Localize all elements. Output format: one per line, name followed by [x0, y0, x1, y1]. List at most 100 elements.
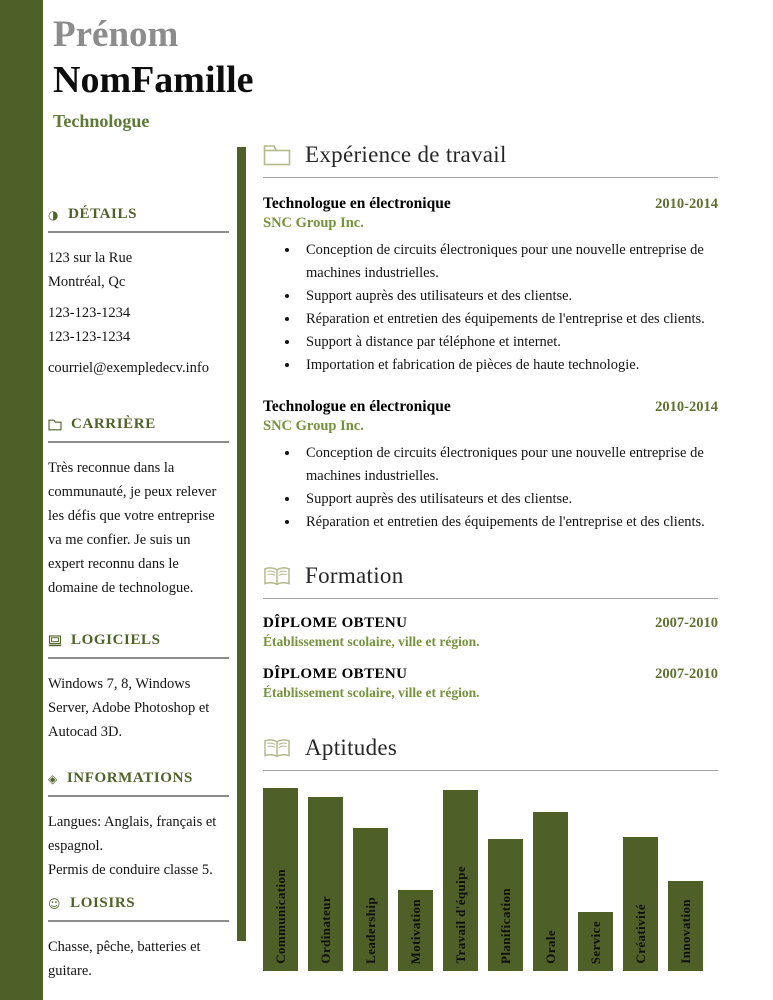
address-lines: 123 sur la Rue Montréal, Qc: [48, 246, 229, 294]
section-skills: Aptitudes Communication Ordinateur Leaders…: [263, 735, 718, 971]
job-title-text: Technologue en électronique: [263, 195, 451, 212]
bullet-item: Importation et fabrication de pièces de …: [300, 354, 718, 377]
education-entry: DÎPLOME OBTENU 2007-2010 Établissement s…: [263, 666, 718, 701]
main-column: Expérience de travail Technologue en éle…: [263, 142, 718, 971]
education-dates: 2007-2010: [655, 615, 718, 631]
chart-bar: Travail d'équipe: [443, 790, 478, 971]
bullet-item: Réparation et entretien des équipements …: [300, 308, 718, 331]
folder-icon: [263, 144, 291, 166]
software-title: LOGICIELS: [71, 632, 161, 648]
chart-bar-label-wrap: Créativité: [623, 904, 658, 964]
chart-bar: Créativité: [623, 837, 658, 971]
hobbies-body: Chasse, pêche, batteries et guitare.: [48, 935, 229, 983]
chart-bar: Leadership: [353, 828, 388, 971]
bullet-item: Conception de circuits électroniques pou…: [300, 442, 718, 488]
skills-title: Aptitudes: [305, 735, 398, 760]
open-book-icon: [263, 566, 291, 587]
chart-bar-label-wrap: Service: [578, 921, 613, 964]
main-accent-bar: [237, 147, 246, 941]
chart-bar-label-wrap: Motivation: [398, 899, 433, 964]
bullet-item: Réparation et entretien des équipements …: [300, 511, 718, 534]
details-title: DÉTAILS: [68, 206, 138, 222]
job-entry: Technologue en électronique 2010-2014 SN…: [263, 398, 718, 534]
divider: [48, 231, 229, 233]
career-body: Très reconnue dans la communauté, je peu…: [48, 456, 229, 600]
chart-bar-label: Planification: [497, 888, 513, 964]
bullet-item: Support à distance par téléphone et inte…: [300, 331, 718, 354]
education-dates: 2007-2010: [655, 666, 718, 682]
job-bullet-list: Conception de circuits électroniques pou…: [290, 239, 718, 377]
sidebar-section-informations: ◈ INFORMATIONS Langues: Anglais, françai…: [48, 770, 229, 882]
education-heading: Formation: [263, 563, 718, 589]
job-dates: 2010-2014: [655, 399, 718, 415]
chart-bar-label: Travail d'équipe: [452, 866, 468, 964]
sidebar-section-career: CARRIÈRE Très reconnue dans la communaut…: [48, 416, 229, 600]
sidebar-section-details: ◑ DÉTAILS 123 sur la Rue Montréal, Qc 12…: [48, 206, 229, 380]
details-heading: ◑ DÉTAILS: [48, 206, 229, 223]
software-body: Windows 7, 8, Windows Server, Adobe Phot…: [48, 672, 229, 744]
bullet-item: Support auprès des utilisateurs et des c…: [300, 285, 718, 308]
chart-bar: Orale: [533, 812, 568, 971]
divider: [48, 441, 229, 443]
hobbies-heading: ☺ LOISIRS: [48, 895, 229, 912]
contact-icon: ◑: [48, 207, 60, 222]
informations-heading: ◈ INFORMATIONS: [48, 770, 229, 787]
chart-bar-label: Innovation: [677, 899, 693, 964]
chart-bar-label: Communication: [272, 869, 288, 964]
software-heading: LOGICIELS: [48, 632, 229, 649]
chart-bar: Motivation: [398, 890, 433, 971]
section-education: Formation DÎPLOME OBTENU 2007-2010 Établ…: [263, 563, 718, 701]
degree: DÎPLOME OBTENU: [263, 666, 408, 682]
divider: [263, 598, 718, 599]
education-title: Formation: [305, 563, 404, 588]
school: Établissement scolaire, ville et région.: [263, 685, 480, 700]
divider: [48, 920, 229, 922]
chart-bar-label-wrap: Innovation: [668, 899, 703, 964]
experience-title: Expérience de travail: [305, 142, 507, 167]
degree: DÎPLOME OBTENU: [263, 615, 408, 631]
job-company: SNC Group Inc.: [263, 215, 364, 231]
divider: [48, 657, 229, 659]
job-company: SNC Group Inc.: [263, 418, 364, 434]
job-bullet-list: Conception de circuits électroniques pou…: [290, 442, 718, 534]
chart-bar-label-wrap: Planification: [488, 888, 523, 964]
chart-bar: Service: [578, 912, 613, 971]
chart-bar: Innovation: [668, 881, 703, 971]
first-name: Prénom: [53, 14, 179, 55]
email: courriel@exempledecv.info: [48, 360, 209, 376]
bullet-item: Conception de circuits électroniques pou…: [300, 239, 718, 285]
hobbies-title: LOISIRS: [70, 895, 136, 911]
informations-body: Langues: Anglais, français et espagnol. …: [48, 810, 229, 882]
divider: [263, 177, 718, 178]
education-entry: DÎPLOME OBTENU 2007-2010 Établissement s…: [263, 615, 718, 650]
divider: [263, 770, 718, 771]
folder-icon: [48, 419, 62, 431]
chart-bar-label-wrap: Travail d'équipe: [443, 866, 478, 964]
skills-bar-chart: Communication Ordinateur Leadership Motivat…: [263, 788, 703, 971]
job-header: Technologue en électronique 2010-2014: [263, 398, 718, 416]
address-line2: Montréal, Qc: [48, 274, 126, 290]
chart-bar-label: Motivation: [407, 898, 423, 964]
chart-bar-label: Service: [587, 920, 603, 964]
chart-bar-label-wrap: Ordinateur: [308, 896, 343, 964]
smiley-icon: ☺: [48, 896, 62, 911]
job-entry: Technologue en électronique 2010-2014 SN…: [263, 195, 718, 377]
job-header: Technologue en électronique 2010-2014: [263, 195, 718, 213]
school: Établissement scolaire, ville et région.: [263, 634, 480, 649]
hobbies-text: Chasse, pêche, batteries et guitare.: [48, 939, 201, 979]
diamond-icon: ◈: [48, 771, 58, 786]
license-line: Permis de conduire classe 5.: [48, 862, 213, 878]
chart-bar-label: Créativité: [632, 904, 648, 964]
job-title: Technologue: [53, 111, 150, 131]
details-body: 123 sur la Rue Montréal, Qc 123-123-1234…: [48, 246, 229, 380]
career-text: Très reconnue dans la communauté, je peu…: [48, 460, 217, 596]
chart-bar-label: Orale: [542, 930, 558, 964]
chart-bar-label: Leadership: [362, 897, 378, 964]
chart-bar-label-wrap: Orale: [533, 930, 568, 964]
software-text: Windows 7, 8, Windows Server, Adobe Phot…: [48, 676, 210, 740]
phone2: 123-123-1234: [48, 329, 131, 345]
chart-bar-label-wrap: Leadership: [353, 897, 388, 964]
experience-heading: Expérience de travail: [263, 142, 718, 168]
education-header: DÎPLOME OBTENU 2007-2010: [263, 615, 718, 632]
chart-bar: Communication: [263, 788, 298, 971]
